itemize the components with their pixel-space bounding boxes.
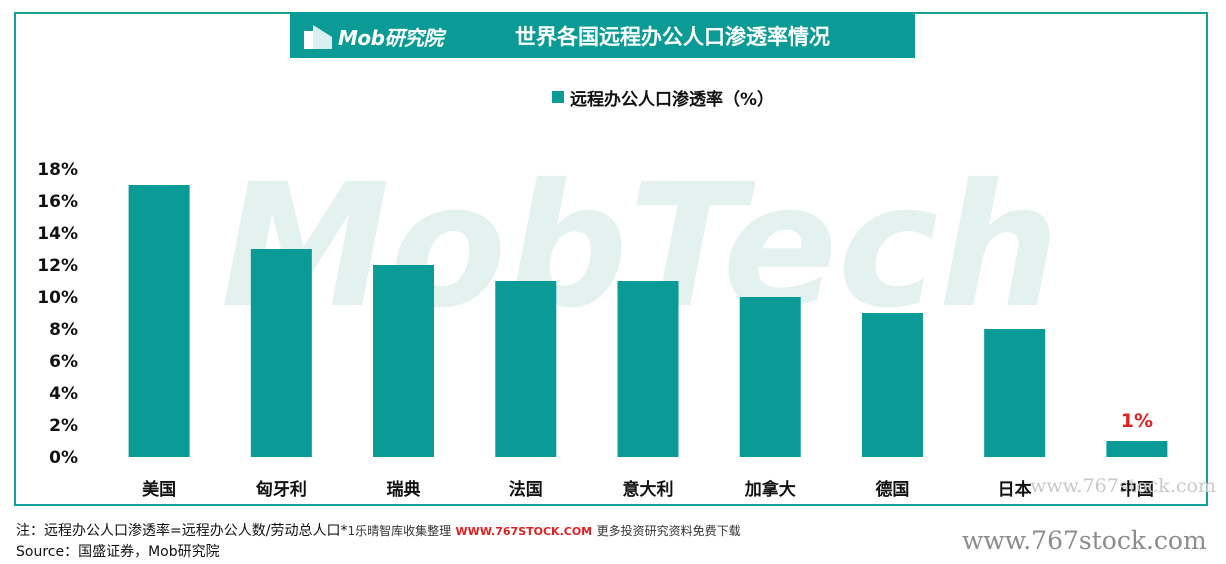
x-tick-label: 法国 <box>509 479 543 500</box>
bar <box>128 185 190 457</box>
x-tick-label: 德国 <box>875 479 909 500</box>
y-tick-label: 8% <box>49 320 78 340</box>
footnote-extra-2: 更多投资研究资料免费下载 <box>596 524 741 538</box>
watermark-bottom: www.767stock.com <box>962 526 1207 555</box>
bar <box>373 265 435 457</box>
y-tick-label: 6% <box>49 352 78 372</box>
x-tick-label: 意大利 <box>623 479 674 500</box>
footnote: 注：远程办公人口渗透率=远程办公人数/劳动总人口*1乐晴智库收集整理 WWW.7… <box>16 520 741 540</box>
x-tick-label: 加拿大 <box>744 479 796 500</box>
bar <box>984 329 1046 457</box>
y-tick-label: 4% <box>49 384 78 404</box>
chart-title: 世界各国远程办公人口渗透率情况 <box>515 25 830 49</box>
y-tick-label: 18% <box>37 160 78 180</box>
legend-swatch <box>552 91 564 103</box>
bar <box>250 249 312 457</box>
data-label: 1% <box>1121 410 1153 432</box>
y-tick-label: 10% <box>37 288 78 308</box>
source-text: Source：国盛证券，Mob研究院 <box>16 544 220 560</box>
x-tick-label: 日本 <box>998 479 1032 500</box>
bar <box>1106 441 1168 457</box>
legend-label: 远程办公人口渗透率（%） <box>570 89 775 110</box>
x-tick-label: 中国 <box>1120 479 1154 500</box>
y-tick-label: 2% <box>49 416 78 436</box>
y-tick-label: 16% <box>37 192 78 212</box>
y-tick-label: 0% <box>49 448 78 468</box>
title-bar: Mob研究院 世界各国远程办公人口渗透率情况 <box>290 12 915 58</box>
y-tick-label: 12% <box>37 256 78 276</box>
x-tick-label: 匈牙利 <box>255 479 307 500</box>
x-tick-label: 美国 <box>142 479 176 500</box>
bar <box>617 281 679 457</box>
mob-logo-icon <box>304 25 332 49</box>
y-tick-label: 14% <box>37 224 78 244</box>
watermark-mid: www.767stock.com <box>1030 475 1216 497</box>
x-tick-label: 瑞典 <box>387 479 421 500</box>
bar <box>495 281 557 457</box>
footnote-text: 注：远程办公人口渗透率=远程办公人数/劳动总人口* <box>16 523 348 539</box>
bar <box>861 313 923 457</box>
footnote-extra-1: 1乐晴智库收集整理 <box>347 524 452 538</box>
footnote-site: WWW.767STOCK.COM <box>455 525 593 538</box>
logo-text: Mob研究院 <box>338 26 443 50</box>
bar <box>739 297 801 457</box>
legend: 远程办公人口渗透率（%） <box>552 86 775 110</box>
